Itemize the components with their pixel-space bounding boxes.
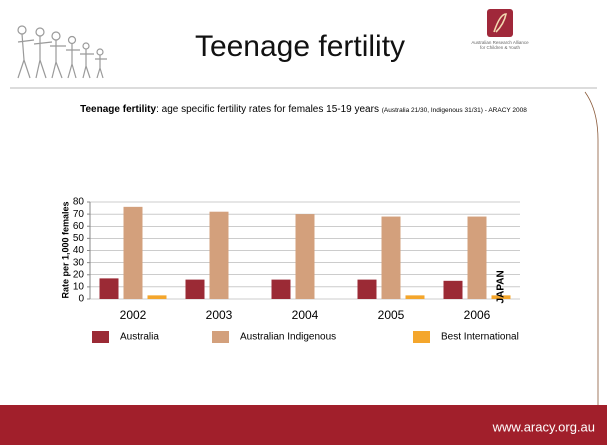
bar (209, 211, 229, 299)
bar (405, 295, 425, 299)
slide-title: Teenage fertility (195, 30, 405, 63)
legend-swatch (413, 331, 430, 343)
bar (467, 216, 487, 299)
bar (381, 216, 401, 299)
subtitle-text: : age specific fertility rates for femal… (156, 104, 382, 115)
y-tick-label: 60 (73, 221, 85, 232)
y-tick-label: 20 (73, 269, 85, 280)
y-tick-label: 30 (73, 257, 85, 268)
bar (295, 214, 315, 299)
y-tick-label: 50 (73, 233, 85, 244)
bar (147, 295, 167, 299)
bar (357, 279, 377, 299)
bar (443, 280, 463, 299)
logo: Australian Research Alliance for Childre… (471, 9, 529, 50)
legend-label: Australian Indigenous (240, 332, 336, 343)
x-tick-label: 2004 (292, 308, 319, 322)
logo-text: Australian Research Alliance for Childre… (471, 40, 529, 50)
x-tick-label: 2005 (378, 308, 405, 322)
header-figures (17, 25, 107, 79)
y-tick-label: 70 (73, 209, 85, 220)
footer-bar (0, 405, 607, 445)
x-tick-label: 2006 (464, 308, 491, 322)
footer-url: www.aracy.org.au (492, 419, 595, 434)
y-tick-label: 40 (73, 245, 85, 256)
subtitle-note: (Australia 21/30, Indigenous 31/31) - AR… (381, 107, 527, 114)
side-rule (584, 91, 599, 405)
y-tick-label: 10 (73, 282, 85, 293)
bar (123, 206, 143, 299)
bar (99, 278, 119, 299)
y-tick-label: 80 (73, 197, 85, 208)
legend-swatch (212, 331, 229, 343)
legend-label: Best International (441, 332, 519, 343)
legend-swatch (92, 331, 109, 343)
bar (185, 279, 205, 299)
annotation: JAPAN (496, 270, 507, 303)
x-tick-label: 2002 (120, 308, 147, 322)
x-tick-label: 2003 (206, 308, 233, 322)
y-tick-label: 0 (78, 294, 84, 305)
bar (491, 295, 511, 299)
subtitle-bold: Teenage fertility (80, 104, 157, 115)
legend-label: Australia (120, 332, 159, 343)
bar (271, 279, 291, 299)
y-axis-label: Rate per 1,000 females (60, 201, 70, 298)
subtitle: Teenage fertility: age specific fertilit… (20, 104, 587, 116)
